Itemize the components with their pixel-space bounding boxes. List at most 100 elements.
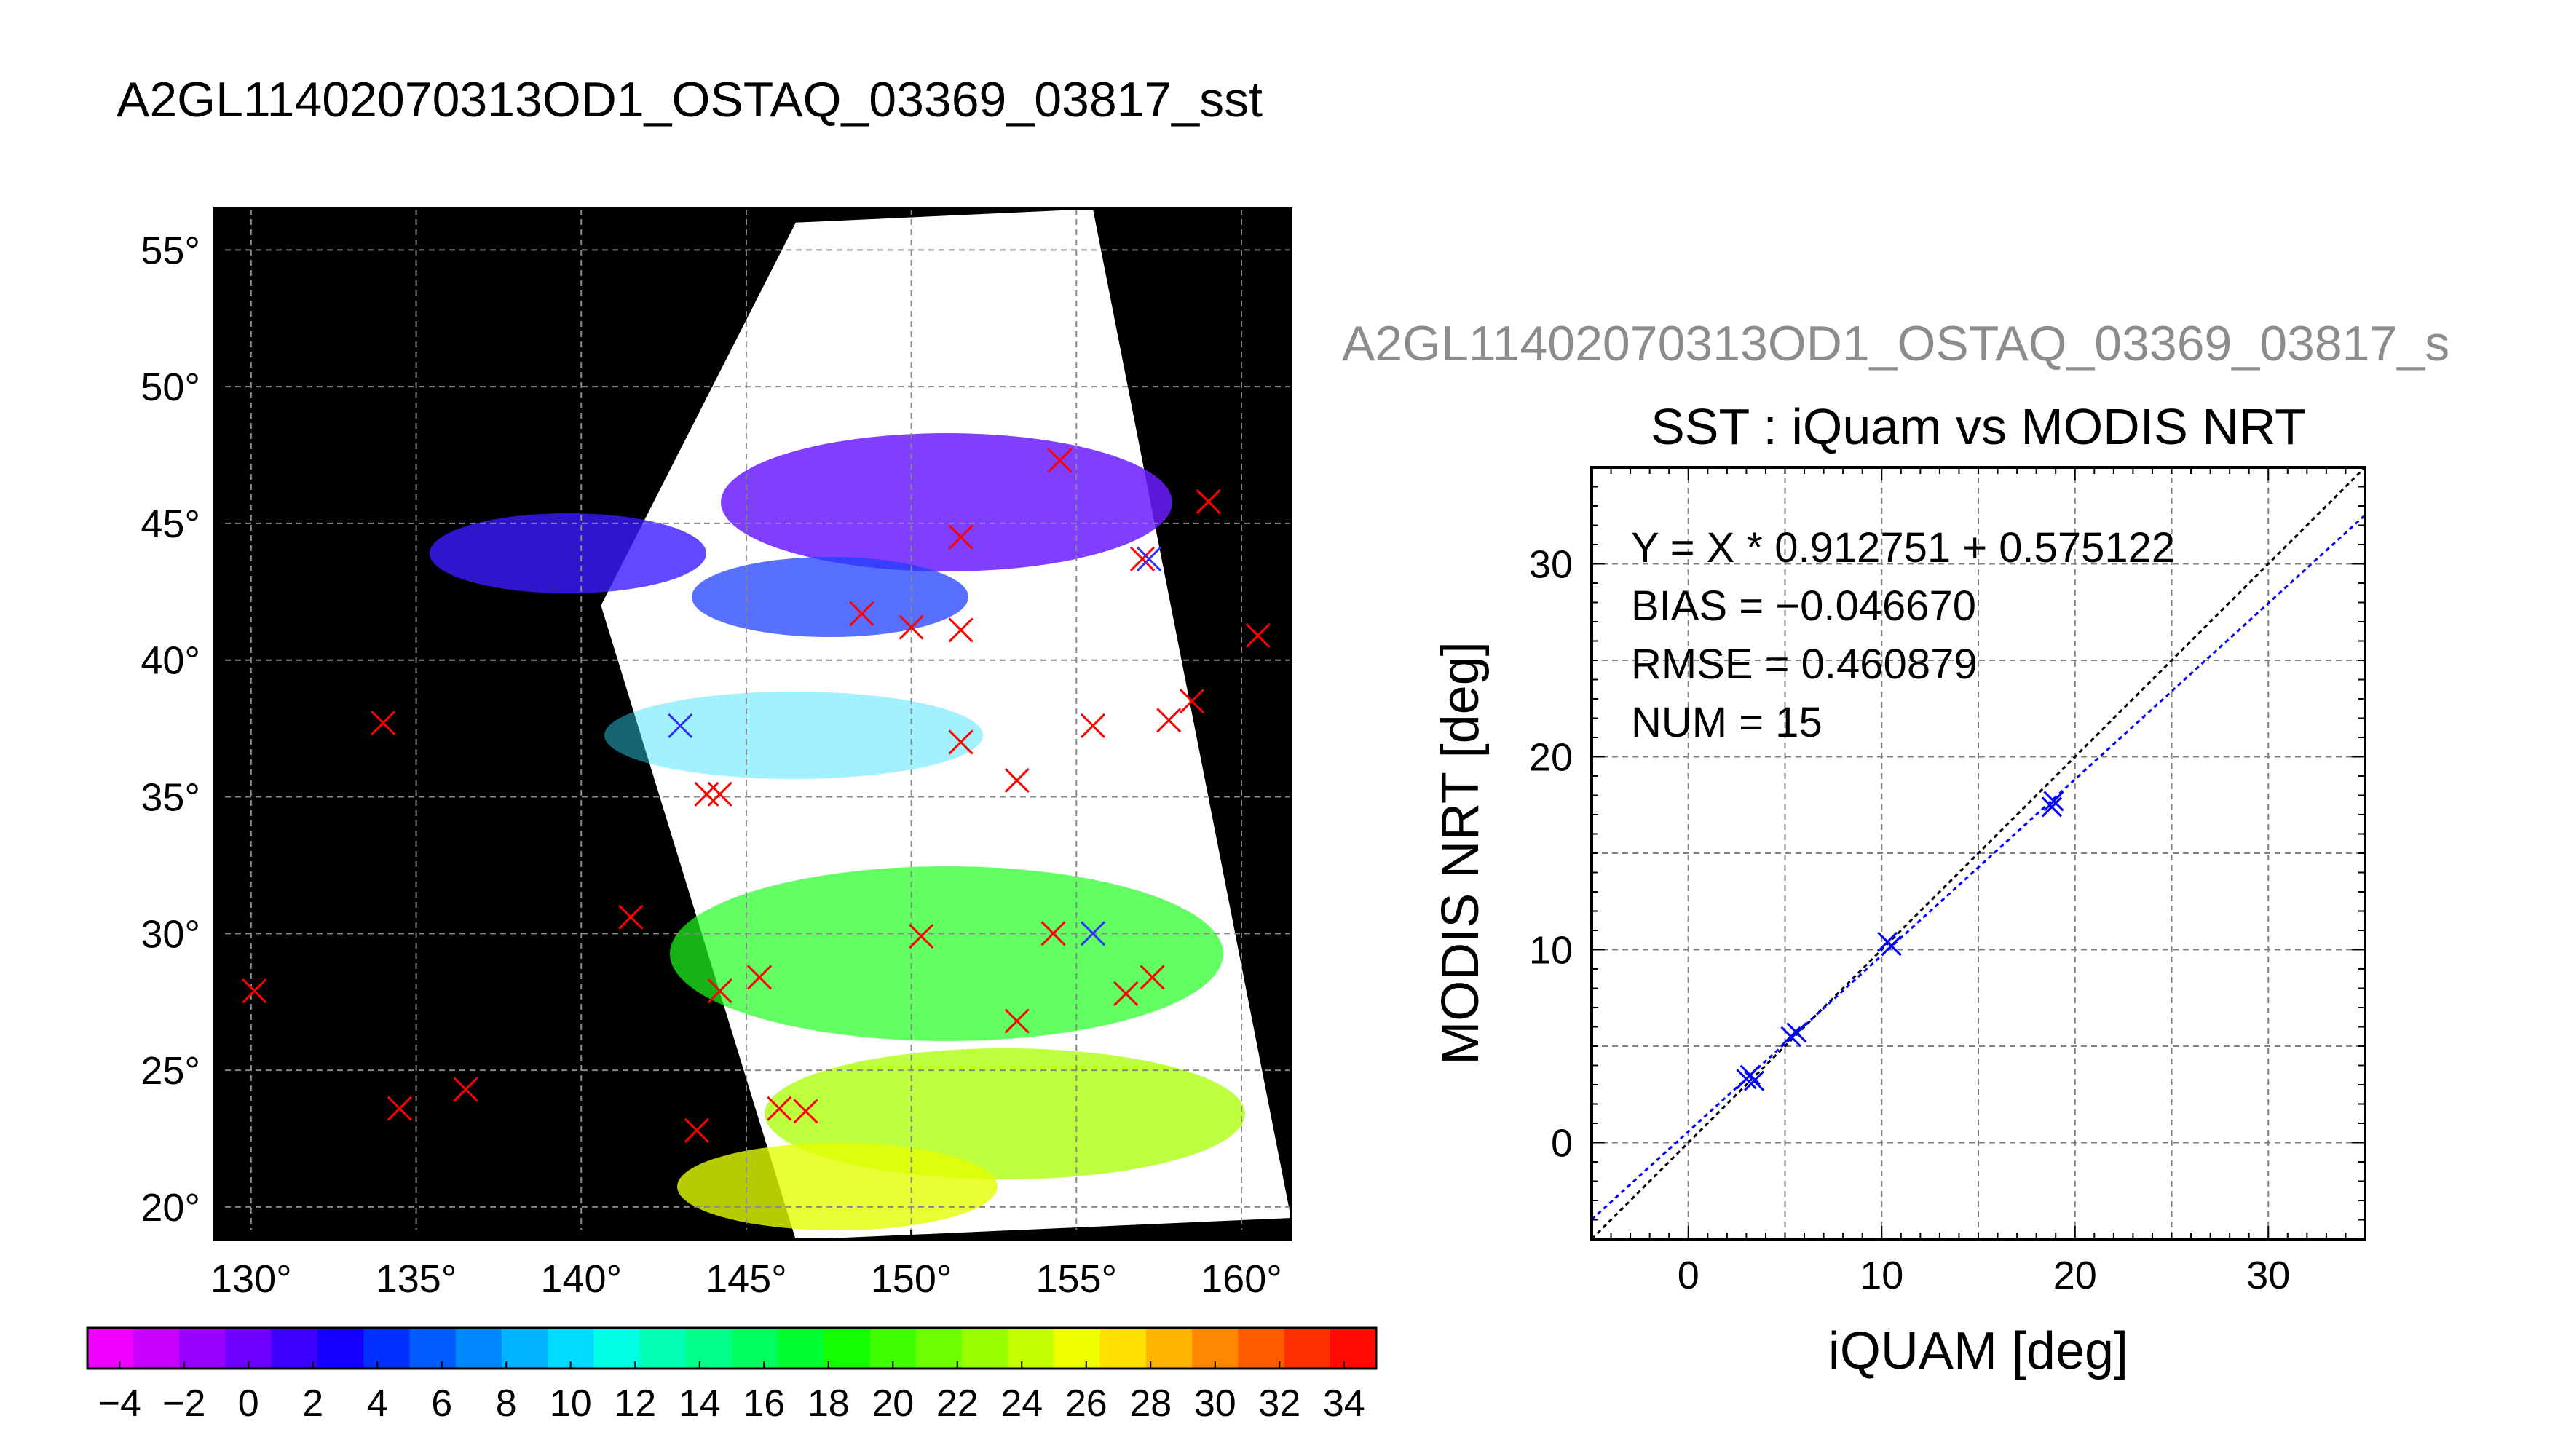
stats-annotations: Y = X * 0.912751 + 0.575122 BIAS = −0.04… [1631,524,2175,746]
scatter-point-2-stroke-b [1743,1070,1765,1091]
colorbar-cell-23 [1145,1328,1193,1369]
red-match-marker-11-stroke-b [793,1099,818,1124]
blue-match-marker-2-stroke-b [1136,546,1162,571]
scatter-point-7-stroke-b [2041,796,2062,818]
colorbar-cell-25 [1238,1328,1285,1369]
red-match-marker-3 [453,1077,478,1102]
red-match-marker-24 [1156,708,1182,733]
sst-patch-north [721,433,1172,571]
blue-match-marker-0 [668,713,693,738]
red-match-marker-22-stroke-b [1080,713,1106,738]
colorbar-cell-15 [778,1328,825,1369]
colorbar-tick-label-1: −2 [162,1382,205,1425]
red-match-marker-15-stroke-b [948,524,974,550]
x-axis-label: iQUAM [deg] [1828,1322,2128,1380]
red-match-marker-7 [684,1117,709,1143]
scatter-point-8 [2043,791,2064,812]
identity-line [1592,467,2365,1239]
colorbar-tick-label-17: 30 [1194,1382,1236,1425]
lon-tick-label-0: 130° [210,1257,292,1301]
red-match-marker-14 [948,617,974,643]
longitude-tick-labels: 130° 135° 140° 145° 150° 155° 160° [210,1230,1282,1301]
lat-tick-label-6: 50° [141,365,200,409]
red-match-marker-29-stroke-b [1140,965,1165,990]
scatter-point-3-stroke-b [1780,1026,1801,1047]
blue-match-marker-1 [1080,921,1106,946]
scatter-point-1-stroke-b [1739,1064,1761,1085]
red-match-marker-12 [849,601,874,626]
colorbar-tick-label-4: 4 [367,1382,388,1425]
sst-patch-east [604,692,983,779]
colorbar-cell-21 [1054,1328,1101,1369]
colorbar-tick-label-15: 26 [1065,1382,1107,1425]
lat-tick-label-2: 30° [141,912,200,956]
colorbar-cell-11 [593,1328,641,1369]
x-tick-label-3: 30 [2246,1254,2290,1297]
colorbar-cell-22 [1099,1328,1147,1369]
colorbar-cell-20 [1008,1328,1055,1369]
y-tick-label-2: 20 [1529,736,1573,780]
red-match-marker-0 [371,711,396,736]
colorbar-tick-label-2: 0 [238,1382,259,1425]
lat-tick-label-0: 20° [141,1186,200,1230]
sst-patch-southwest [677,1143,998,1230]
colorbar-tick-label-13: 22 [936,1382,979,1425]
sst-patch-mid [692,557,968,637]
red-match-marker-19-stroke-b [1004,1008,1030,1034]
sst-map-panel: 130° 135° 140° 145° 150° 155° 160° 20° 25° 30° 35… [141,207,1292,1301]
red-match-marker-6-stroke-b [707,781,732,807]
colorbar-cell-0 [87,1328,134,1369]
red-match-marker-23 [1129,546,1156,571]
red-match-marker-25-stroke-b [1179,689,1205,714]
regression-equation: Y = X * 0.912751 + 0.575122 [1631,524,2175,571]
scatter-panel: A2GL11402070313OD1_OSTAQ_03369_03817_s S… [1342,316,2449,1380]
red-match-marker-3-stroke-b [453,1077,478,1102]
red-match-marker-10 [767,1096,792,1121]
scatter-points [1736,791,2064,1091]
red-match-marker-9-stroke-b [747,965,773,990]
regression-line [1592,514,2365,1221]
red-match-marker-20 [1040,921,1066,946]
x-tick-label-0: 0 [1678,1254,1699,1297]
red-match-marker-10-stroke-b [767,1096,792,1121]
colorbar-tick-label-12: 20 [872,1382,914,1425]
lat-tick-label-5: 45° [141,502,200,546]
scatter-title: SST : iQuam vs MODIS NRT [1651,398,2306,455]
scatter-point-3 [1780,1026,1801,1047]
blue-match-marker-2 [1136,546,1162,571]
red-match-marker-13-stroke-b [899,614,924,640]
colorbar-tick-label-16: 28 [1129,1382,1172,1425]
red-match-marker-29 [1140,965,1165,990]
colorbar-tick-label-6: 8 [496,1382,517,1425]
colorbar-cell-8 [455,1328,502,1369]
scatter-point-6 [1881,935,1902,957]
y-tick-labels: 0 10 20 30 [1529,543,1573,1166]
red-match-marker-17 [1004,767,1030,794]
colorbar-tick-label-5: 6 [431,1382,452,1425]
red-match-marker-5-stroke-b [694,781,719,807]
colorbar-tick-label-7: 10 [550,1382,592,1425]
num-value: NUM = 15 [1631,699,1823,746]
y-tick-label-1: 10 [1529,929,1573,973]
sst-colorbar: −4 −2 0 2 4 6 8 10 12 14 16 18 20 22 24 26 28 30 32 34 [86,1326,1378,1425]
colorbar-cell-18 [915,1328,963,1369]
red-match-marker-17-stroke-b [1004,767,1030,794]
blue-match-marker-1-stroke-b [1080,921,1106,946]
x-tick-label-2: 20 [2053,1254,2097,1297]
red-match-marker-18-stroke-b [909,924,934,949]
red-match-marker-7-stroke-b [684,1117,709,1143]
lon-tick-label-6: 160° [1201,1257,1282,1301]
colorbar-cell-6 [363,1328,411,1369]
map-graticule [215,209,1291,1240]
scatter-point-8-stroke-b [2043,791,2064,812]
red-match-marker-1-stroke-b [242,978,267,1004]
colorbar-cell-4 [271,1328,318,1369]
lon-tick-label-5: 155° [1035,1257,1117,1301]
red-match-marker-16 [948,729,974,755]
map-frame [213,207,1292,1241]
rmse-value: RMSE = 0.460879 [1631,641,1978,688]
latitude-tick-labels: 20° 25° 30° 35° 40° 45° 50° 55° [141,229,225,1230]
red-match-marker-2 [387,1096,412,1121]
lon-tick-label-3: 145° [706,1257,787,1301]
red-match-marker-4 [618,904,644,930]
